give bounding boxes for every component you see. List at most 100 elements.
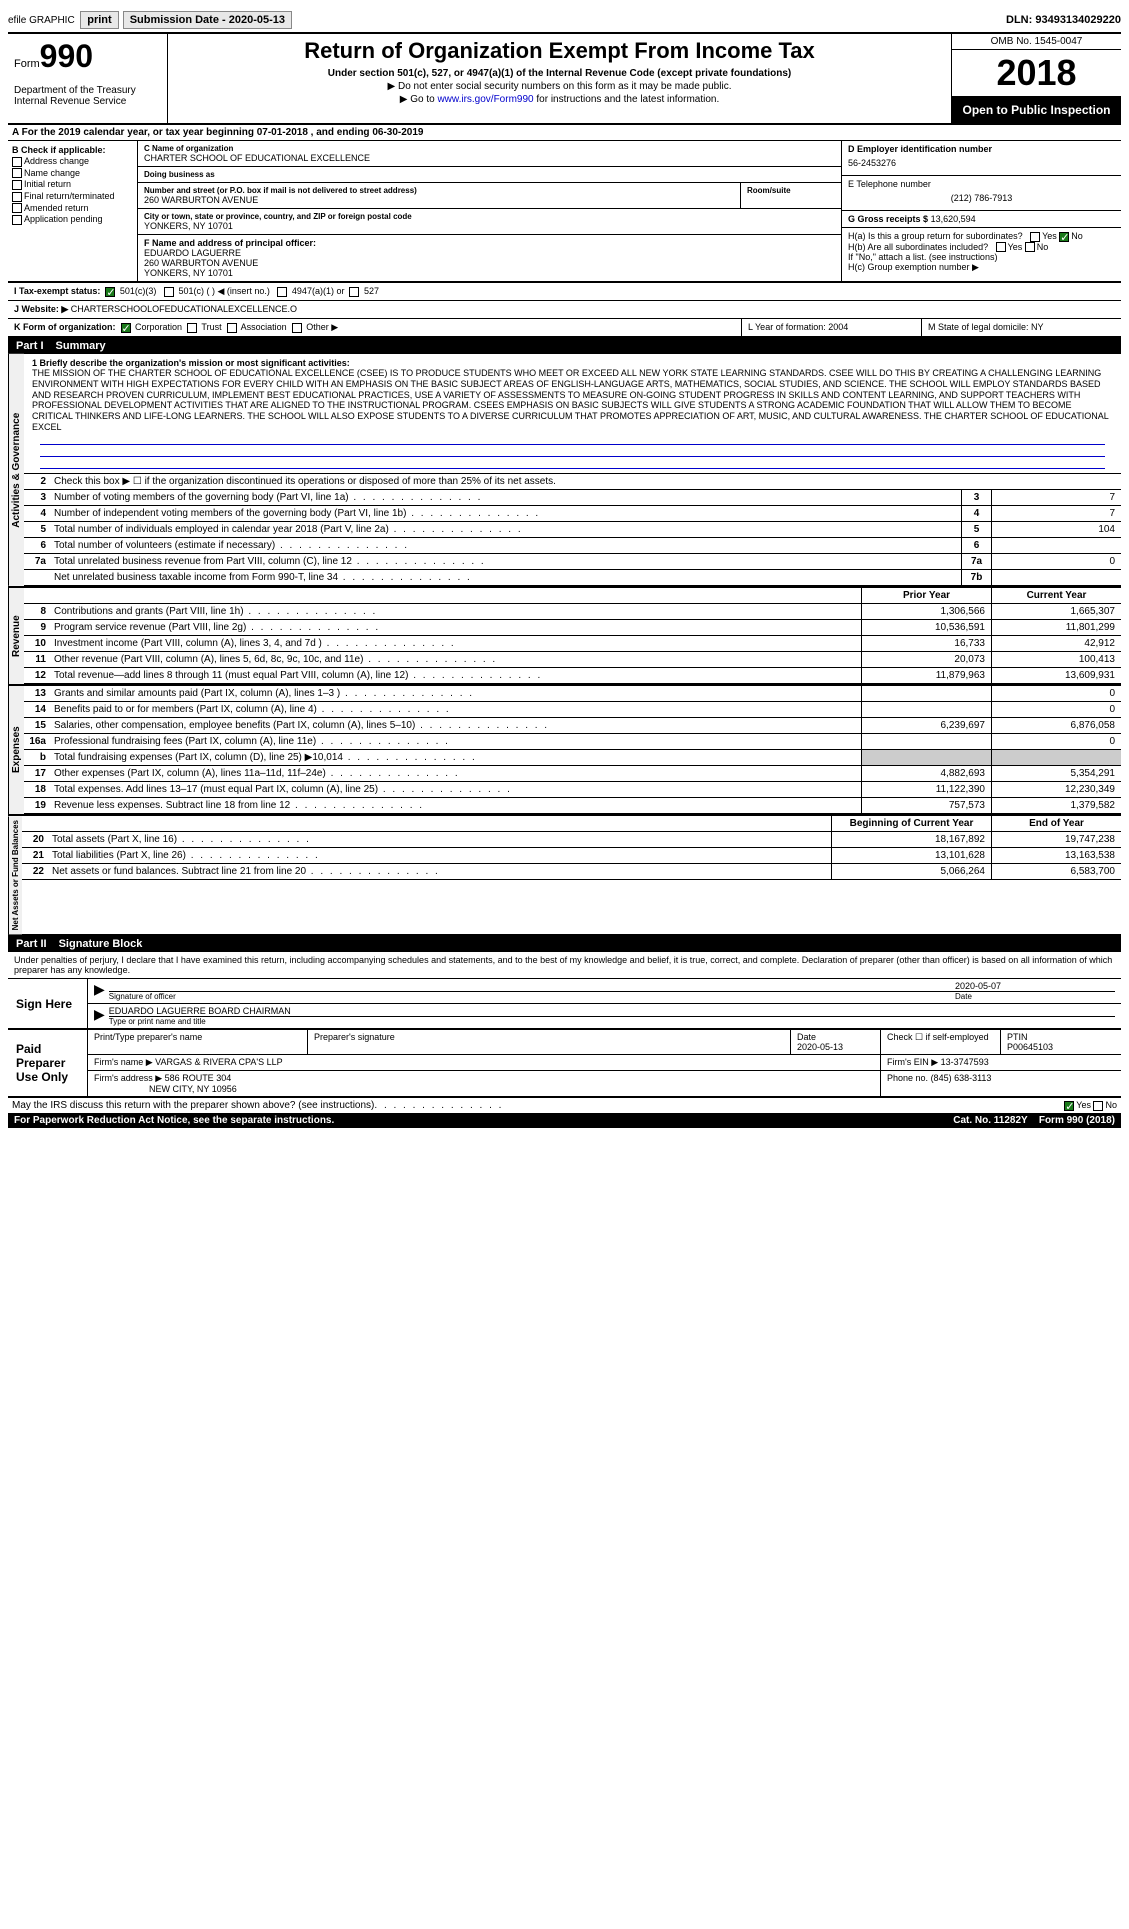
chk-initial[interactable]: Initial return [12,179,133,190]
part2-header: Part II Signature Block [8,936,1121,952]
chk-assoc[interactable] [227,323,237,333]
firm-ein: 13-3747593 [941,1057,989,1067]
chk-application[interactable]: Application pending [12,214,133,225]
table-row: 12Total revenue—add lines 8 through 11 (… [24,668,1121,684]
efile-label: efile GRAPHIC [8,15,75,26]
prep-row-1: Print/Type preparer's name Preparer's si… [88,1030,1121,1055]
table-row: bTotal fundraising expenses (Part IX, co… [24,750,1121,766]
section-k: K Form of organization: Corporation Trus… [8,319,741,336]
city-label: City or town, state or province, country… [144,212,835,221]
ptin: P00645103 [1007,1042,1053,1052]
dba-label: Doing business as [144,170,835,179]
city-state-zip: YONKERS, NY 10701 [144,221,835,231]
page-footer: For Paperwork Reduction Act Notice, see … [8,1113,1121,1128]
open-inspection: Open to Public Inspection [952,97,1121,123]
part1-title: Summary [56,340,106,352]
part1-header: Part I Summary [8,338,1121,354]
line-2: 2 Check this box ▶ ☐ if the organization… [24,474,1121,490]
chk-4947[interactable] [277,287,287,297]
section-i: I Tax-exempt status: 501(c)(3) 501(c) ( … [8,283,1121,300]
h-b-note: If "No," attach a list. (see instruction… [848,252,1115,262]
dln: DLN: 93493134029220 [1006,14,1121,26]
c-name-label: C Name of organization [144,144,835,153]
chk-trust[interactable] [187,323,197,333]
prior-year-hdr: Prior Year [861,588,991,603]
table-row: 16aProfessional fundraising fees (Part I… [24,734,1121,750]
chk-final[interactable]: Final return/terminated [12,191,133,202]
table-row: 13Grants and similar amounts paid (Part … [24,686,1121,702]
right-info: D Employer identification number 56-2453… [841,141,1121,281]
table-row: Net unrelated business taxable income fr… [24,570,1121,586]
paid-preparer: Paid Preparer Use Only [8,1030,88,1096]
part1-num: Part I [16,340,44,352]
part2-title: Signature Block [59,938,143,950]
chk-other[interactable] [292,323,302,333]
mission-block: 1 Briefly describe the organization's mi… [24,354,1121,474]
ptin-label: PTIN [1007,1032,1028,1042]
table-row: 18Total expenses. Add lines 13–17 (must … [24,782,1121,798]
h-a: H(a) Is this a group return for subordin… [848,231,1115,242]
irs-link[interactable]: www.irs.gov/Form990 [437,94,533,105]
website[interactable]: CHARTERSCHOOLOFEDUCATIONALEXCELLENCE.O [71,304,297,314]
form-prefix: Form [14,58,40,70]
prep-sig-label: Preparer's signature [308,1030,791,1054]
officer-name: EDUARDO LAGUERRE [144,248,835,258]
table-row: 6Total number of volunteers (estimate if… [24,538,1121,554]
penalty-text: Under penalties of perjury, I declare th… [8,952,1121,979]
officer-name-row: ▶ EDUARDO LAGUERRE BOARD CHAIRMANType or… [88,1004,1121,1028]
officer-typed-name: EDUARDO LAGUERRE BOARD CHAIRMAN [109,1006,291,1016]
sig-officer-label: Signature of officer [109,991,955,1001]
table-row: 3Number of voting members of the governi… [24,490,1121,506]
chk-corp[interactable] [121,323,131,333]
line-a: A For the 2019 calendar year, or tax yea… [8,125,1121,141]
print-button[interactable]: print [80,11,118,29]
part2-num: Part II [16,938,47,950]
table-row: 21Total liabilities (Part X, line 26)13,… [22,848,1121,864]
discuss-text: May the IRS discuss this return with the… [12,1100,374,1111]
e-label: E Telephone number [848,179,1115,189]
note-link: ▶ Go to www.irs.gov/Form990 for instruct… [176,94,943,105]
net-header: Beginning of Current Year End of Year [22,816,1121,832]
chk-name[interactable]: Name change [12,168,133,179]
table-row: 14Benefits paid to or for members (Part … [24,702,1121,718]
org-name: CHARTER SCHOOL OF EDUCATIONAL EXCELLENCE [144,153,835,163]
firm-ein-label: Firm's EIN ▶ [887,1057,938,1067]
form-header: Form990 Department of the Treasury Inter… [8,34,1121,125]
goto-prefix: ▶ Go to [400,94,438,105]
vlabel-expenses: Expenses [8,686,24,814]
officer-addr: 260 WARBURTON AVENUE [144,258,835,268]
table-row: 7aTotal unrelated business revenue from … [24,554,1121,570]
d-label: D Employer identification number [848,144,1115,154]
omb-number: OMB No. 1545-0047 [952,34,1121,50]
chk-amended[interactable]: Amended return [12,203,133,214]
chk-501c[interactable] [164,287,174,297]
firm-city: NEW CITY, NY 10956 [149,1084,237,1094]
mission-text: THE MISSION OF THE CHARTER SCHOOL OF EDU… [32,368,1113,433]
prep-name-label: Print/Type preparer's name [88,1030,308,1054]
table-row: 11Other revenue (Part VIII, column (A), … [24,652,1121,668]
topbar: efile GRAPHIC print Submission Date - 20… [8,8,1121,34]
underline [40,457,1105,469]
mission-label: 1 Briefly describe the organization's mi… [32,358,1113,368]
b-header: B Check if applicable: [12,145,133,155]
table-row: 20Total assets (Part X, line 16)18,167,8… [22,832,1121,848]
h-b: H(b) Are all subordinates included? Yes … [848,242,1115,253]
firm-phone: (845) 638-3113 [931,1073,992,1083]
discuss-row: May the IRS discuss this return with the… [8,1097,1121,1113]
chk-501c3[interactable] [105,287,115,297]
chk-527[interactable] [349,287,359,297]
phone-label: Phone no. [887,1073,928,1083]
signature-block: Under penalties of perjury, I declare th… [8,952,1121,1030]
officer-city: YONKERS, NY 10701 [144,268,835,278]
vlabel-netassets: Net Assets or Fund Balances [8,816,22,934]
chk-address[interactable]: Address change [12,156,133,167]
phone: (212) 786-7913 [848,189,1115,207]
sig-officer-row: ▶ Signature of officer 2020-05-07Date [88,979,1121,1004]
table-row: 15Salaries, other compensation, employee… [24,718,1121,734]
paperwork-notice: For Paperwork Reduction Act Notice, see … [14,1115,334,1126]
form-title: Return of Organization Exempt From Incom… [176,38,943,64]
form-990: 990 [40,38,93,74]
arrow-icon: ▶ [94,1006,105,1026]
i-label: I Tax-exempt status: [14,286,100,296]
table-row: 22Net assets or fund balances. Subtract … [22,864,1121,880]
